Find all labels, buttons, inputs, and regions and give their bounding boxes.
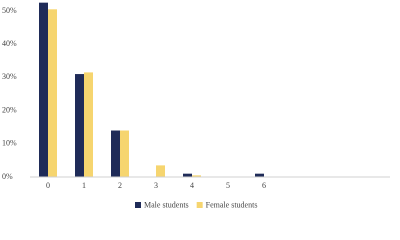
y-tick-label: 30% — [2, 72, 17, 81]
bar — [48, 9, 57, 178]
x-tick-label: 5 — [226, 181, 230, 190]
bar — [111, 130, 120, 177]
y-tick-label: 20% — [2, 105, 17, 114]
x-tick-label: 6 — [262, 181, 266, 190]
y-tick-label: 0% — [2, 172, 13, 181]
legend-swatch — [196, 202, 203, 208]
x-tick-label: 0 — [46, 181, 50, 190]
bar — [255, 173, 264, 177]
bar — [156, 165, 165, 177]
y-tick-label: 40% — [2, 39, 17, 48]
y-tick-label: 10% — [2, 139, 17, 148]
x-tick-label: 2 — [118, 181, 122, 190]
chart: 0% 10% 20% 30% 40% 50% 0 1 2 3 4 5 6 Male students Fem… — [2, 2, 390, 209]
bar — [192, 175, 201, 177]
legend-label: Female students — [206, 200, 258, 209]
bar — [39, 2, 48, 178]
x-tick-label: 4 — [190, 181, 194, 190]
bar — [75, 74, 84, 177]
legend-label: Male students — [144, 200, 189, 209]
bar — [183, 173, 192, 177]
bar — [84, 72, 93, 177]
y-tick-label: 50% — [2, 6, 17, 15]
x-tick-label: 3 — [154, 181, 158, 190]
legend-swatch — [135, 202, 141, 208]
bar — [120, 130, 129, 177]
x-tick-label: 1 — [82, 181, 86, 190]
